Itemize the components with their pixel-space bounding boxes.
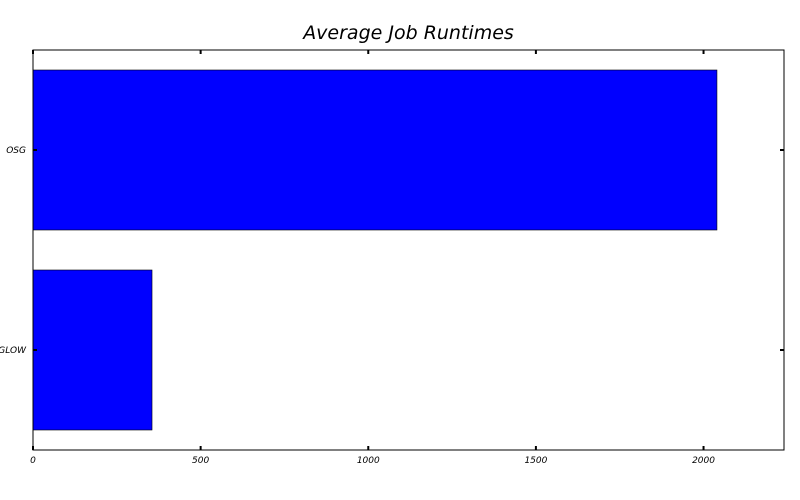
y-tick-label-glow: GLOW	[0, 346, 27, 356]
bars-group	[32, 69, 718, 431]
x-tick-label-1000: 1000	[357, 456, 380, 466]
bar-osg	[32, 69, 718, 231]
y-axis: OSG GLOW	[0, 146, 784, 356]
bar-glow	[32, 269, 153, 431]
x-tick-label-1500: 1500	[524, 456, 547, 466]
y-tick-label-osg: OSG	[6, 146, 26, 156]
x-tick-label-500: 500	[192, 456, 209, 466]
x-axis: 0 500 1000 1500 2000	[30, 50, 715, 466]
x-tick-label-2000: 2000	[692, 456, 715, 466]
plot-frame	[32, 49, 785, 451]
x-tick-label-0: 0	[30, 456, 36, 466]
chart-title: Average Job Runtimes	[303, 22, 514, 44]
